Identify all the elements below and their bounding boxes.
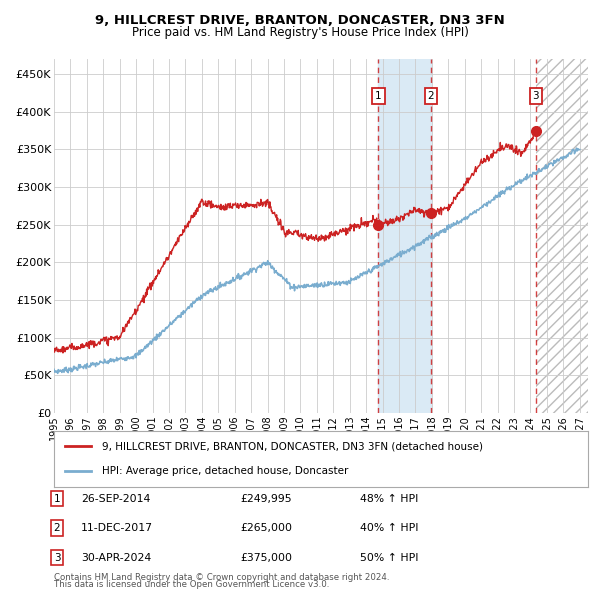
Text: HPI: Average price, detached house, Doncaster: HPI: Average price, detached house, Donc… xyxy=(102,466,349,476)
Text: Price paid vs. HM Land Registry's House Price Index (HPI): Price paid vs. HM Land Registry's House … xyxy=(131,26,469,39)
Text: This data is licensed under the Open Government Licence v3.0.: This data is licensed under the Open Gov… xyxy=(54,581,329,589)
Text: 50% ↑ HPI: 50% ↑ HPI xyxy=(360,553,419,562)
Text: 11-DEC-2017: 11-DEC-2017 xyxy=(81,523,153,533)
Bar xyxy=(536,59,588,413)
Text: 3: 3 xyxy=(53,553,61,562)
Text: 2: 2 xyxy=(428,91,434,101)
Text: 30-APR-2024: 30-APR-2024 xyxy=(81,553,151,562)
Text: 48% ↑ HPI: 48% ↑ HPI xyxy=(360,494,418,503)
Text: Contains HM Land Registry data © Crown copyright and database right 2024.: Contains HM Land Registry data © Crown c… xyxy=(54,573,389,582)
Text: 40% ↑ HPI: 40% ↑ HPI xyxy=(360,523,419,533)
Text: £375,000: £375,000 xyxy=(240,553,292,562)
Text: 1: 1 xyxy=(375,91,382,101)
Text: 26-SEP-2014: 26-SEP-2014 xyxy=(81,494,151,503)
Text: 9, HILLCREST DRIVE, BRANTON, DONCASTER, DN3 3FN: 9, HILLCREST DRIVE, BRANTON, DONCASTER, … xyxy=(95,14,505,27)
Bar xyxy=(536,59,588,413)
Text: £265,000: £265,000 xyxy=(240,523,292,533)
Text: 3: 3 xyxy=(533,91,539,101)
Bar xyxy=(379,59,431,413)
Text: 9, HILLCREST DRIVE, BRANTON, DONCASTER, DN3 3FN (detached house): 9, HILLCREST DRIVE, BRANTON, DONCASTER, … xyxy=(102,441,483,451)
Text: 1: 1 xyxy=(53,494,61,503)
Text: £249,995: £249,995 xyxy=(240,494,292,503)
Text: 2: 2 xyxy=(53,523,61,533)
